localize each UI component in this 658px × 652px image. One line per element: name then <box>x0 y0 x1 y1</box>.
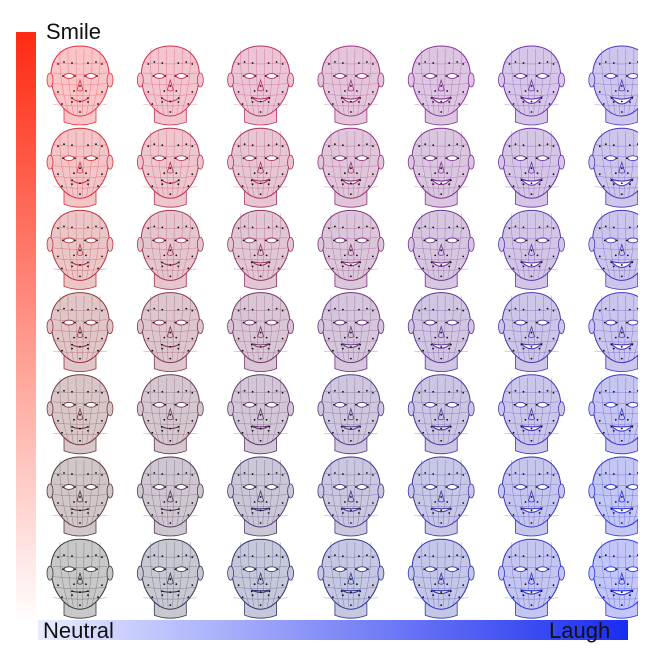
laugh-gradient-bar <box>38 620 628 640</box>
face-r4-c3 <box>227 292 295 372</box>
face-r6-c2 <box>136 456 204 537</box>
face-r6-c3 <box>227 456 295 537</box>
face-r2-c4 <box>317 127 385 208</box>
face-r4-c4 <box>317 292 385 372</box>
face-r6-c5 <box>407 456 475 537</box>
face-r5-c4 <box>317 374 385 455</box>
face-r3-c3 <box>227 209 295 290</box>
face-r1-c3 <box>227 45 295 126</box>
face-r3-c7 <box>588 209 638 290</box>
face-r2-c7 <box>588 127 638 208</box>
face-r7-c6 <box>498 538 565 619</box>
face-r7-c5 <box>407 538 475 619</box>
face-r7-c2 <box>136 538 204 619</box>
face-r4-c1 <box>46 292 114 372</box>
face-r6-c7 <box>588 456 638 537</box>
face-r6-c6 <box>498 456 565 537</box>
face-r5-c7 <box>588 374 638 455</box>
face-r3-c5 <box>407 209 475 290</box>
face-r5-c5 <box>407 374 475 455</box>
face-r5-c2 <box>136 374 204 455</box>
face-r5-c6 <box>498 374 565 455</box>
face-r2-c6 <box>498 127 565 208</box>
face-r1-c4 <box>317 45 385 126</box>
face-r1-c7 <box>588 45 638 126</box>
face-r7-c3 <box>227 538 295 619</box>
face-r4-c6 <box>498 292 565 372</box>
face-r7-c4 <box>317 538 385 619</box>
face-r5-c3 <box>227 374 295 455</box>
face-r7-c7 <box>588 538 638 619</box>
face-r2-c1 <box>46 127 114 208</box>
face-r2-c5 <box>407 127 475 208</box>
face-r6-c4 <box>317 456 385 537</box>
face-r4-c2 <box>136 292 204 372</box>
face-r3-c2 <box>136 209 204 290</box>
face-r2-c2 <box>136 127 204 208</box>
face-r4-c5 <box>407 292 475 372</box>
face-r4-c7 <box>588 292 638 372</box>
face-r7-c1 <box>46 538 114 619</box>
face-r3-c6 <box>498 209 565 290</box>
face-r3-c1 <box>46 209 114 290</box>
face-r2-c3 <box>227 127 295 208</box>
laugh-axis-label: Laugh <box>549 618 611 643</box>
face-r1-c1 <box>46 45 114 126</box>
face-r1-c2 <box>136 45 204 126</box>
face-grid <box>46 45 638 619</box>
face-r3-c4 <box>317 209 385 290</box>
smile-gradient-bar <box>16 32 36 624</box>
smile-axis-label: Smile <box>46 19 102 44</box>
face-r6-c1 <box>46 456 114 537</box>
neutral-axis-label: Neutral <box>43 618 114 643</box>
face-r1-c5 <box>407 45 475 126</box>
face-r1-c6 <box>498 45 565 126</box>
face-r5-c1 <box>46 374 114 455</box>
